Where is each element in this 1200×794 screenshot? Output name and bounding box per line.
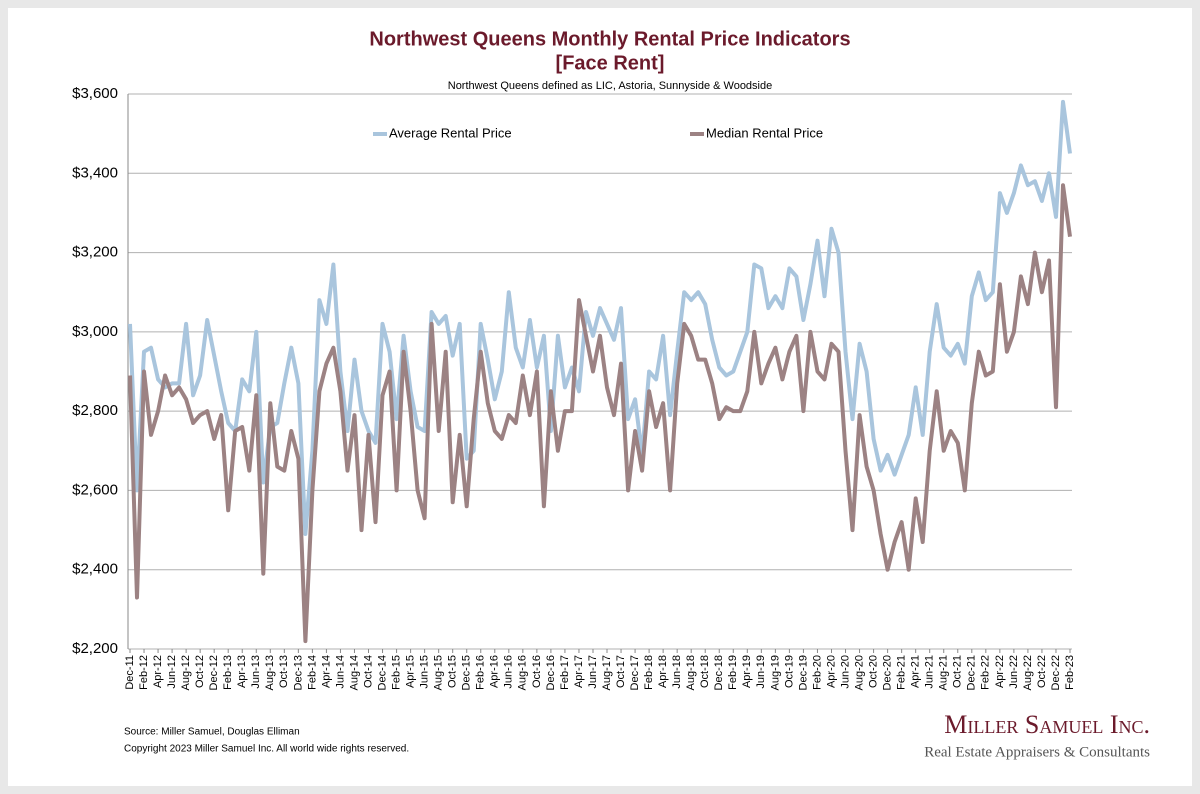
x-tick-label: Aug-16	[517, 655, 529, 690]
y-tick-label: $2,400	[72, 561, 118, 578]
x-tick-label: Jun-18	[671, 655, 683, 689]
x-tick-label: Apr-22	[994, 655, 1006, 688]
x-tick-label: Apr-21	[910, 655, 922, 688]
x-tick-label: Jun-14	[334, 655, 346, 689]
x-tick-label: Oct-21	[952, 655, 964, 688]
series-line	[128, 99, 1072, 536]
x-tick-label: Oct-19	[783, 655, 795, 688]
x-tick-label: Oct-16	[531, 655, 543, 688]
x-tick-label: Aug-20	[853, 655, 865, 690]
x-tick-label: Dec-19	[797, 655, 809, 690]
x-tick-label: Aug-12	[180, 655, 192, 690]
x-tick-label: Apr-13	[236, 655, 248, 688]
x-tick-label: Aug-14	[348, 655, 360, 690]
x-tick-label: Oct-22	[1036, 655, 1048, 688]
x-tick-label: Jun-16	[503, 655, 515, 689]
y-tick-label: $3,400	[72, 164, 118, 181]
x-tick-label: Aug-13	[264, 655, 276, 690]
x-tick-label: Dec-21	[966, 655, 978, 690]
x-tick-label: Aug-22	[1022, 655, 1034, 690]
x-tick-label: Dec-14	[376, 655, 388, 690]
x-tick-label: Dec-22	[1050, 655, 1062, 690]
x-tick-label: Feb-18	[643, 655, 655, 690]
x-tick-label: Feb-17	[559, 655, 571, 690]
x-tick-label: Oct-17	[615, 655, 627, 688]
x-tick-label: Aug-18	[685, 655, 697, 690]
x-tick-label: Apr-18	[657, 655, 669, 688]
x-tick-label: Jun-21	[924, 655, 936, 689]
x-tick-label: Oct-14	[362, 655, 374, 688]
x-tick-label: Dec-17	[629, 655, 641, 690]
x-tick-label: Dec-11	[124, 655, 136, 690]
x-tick-label: Aug-21	[938, 655, 950, 690]
chart-title: Northwest Queens Monthly Rental Price In…	[369, 28, 850, 50]
x-tick-label: Oct-15	[447, 655, 459, 688]
x-tick-label: Dec-20	[882, 655, 894, 690]
x-tick-label: Oct-12	[194, 655, 206, 688]
y-tick-label: $3,200	[72, 244, 118, 261]
legend-label: Median Rental Price	[706, 125, 823, 140]
x-tick-label: Dec-16	[545, 655, 557, 690]
x-tick-label: Feb-15	[390, 655, 402, 690]
x-tick-label: Feb-13	[222, 655, 234, 690]
y-tick-label: $3,000	[72, 323, 118, 340]
logo: Miller Samuel Inc.	[944, 710, 1150, 739]
x-tick-label: Feb-14	[306, 655, 318, 690]
x-tick-label: Apr-12	[152, 655, 164, 688]
chart-subtitle: Northwest Queens defined as LIC, Astoria…	[448, 80, 772, 92]
copyright: Copyright 2023 Miller Samuel Inc. All wo…	[124, 744, 409, 755]
x-tick-label: Feb-20	[811, 655, 823, 690]
y-tick-label: $2,600	[72, 481, 118, 498]
chart-title-line2: [Face Rent]	[556, 52, 665, 74]
x-tick-label: Jun-22	[1008, 655, 1020, 689]
series-line	[128, 183, 1072, 644]
x-tick-label: Jun-12	[166, 655, 178, 689]
x-tick-label: Apr-15	[405, 655, 417, 688]
x-tick-label: Feb-21	[896, 655, 908, 690]
legend-label: Average Rental Price	[389, 125, 512, 140]
x-tick-label: Feb-23	[1064, 655, 1076, 690]
y-tick-label: $2,800	[72, 402, 118, 419]
x-tick-label: Oct-13	[278, 655, 290, 688]
x-tick-label: Jun-20	[839, 655, 851, 689]
x-tick-label: Oct-18	[699, 655, 711, 688]
x-tick-label: Feb-16	[475, 655, 487, 690]
x-tick-label: Jun-13	[250, 655, 262, 689]
x-tick-label: Aug-19	[769, 655, 781, 690]
x-tick-label: Dec-15	[461, 655, 473, 690]
x-tick-label: Feb-19	[727, 655, 739, 690]
y-tick-label: $3,600	[72, 85, 118, 102]
x-tick-label: Apr-16	[489, 655, 501, 688]
x-tick-label: Jun-17	[587, 655, 599, 689]
x-tick-label: Oct-20	[867, 655, 879, 688]
x-tick-label: Dec-12	[208, 655, 220, 690]
x-tick-label: Aug-17	[601, 655, 613, 690]
x-tick-label: Dec-13	[292, 655, 304, 690]
x-tick-label: Apr-19	[741, 655, 753, 688]
source: Source: Miller Samuel, Douglas Elliman	[124, 727, 300, 738]
x-tick-label: Feb-12	[138, 655, 150, 690]
x-tick-label: Dec-18	[713, 655, 725, 690]
x-tick-label: Apr-17	[573, 655, 585, 688]
x-tick-label: Jun-19	[755, 655, 767, 689]
x-tick-label: Apr-14	[320, 655, 332, 688]
card	[8, 8, 1192, 786]
x-tick-label: Feb-22	[980, 655, 992, 690]
logo-tagline: Real Estate Appraisers & Consultants	[924, 744, 1150, 760]
x-tick-label: Aug-15	[433, 655, 445, 690]
y-tick-label: $2,200	[72, 640, 118, 657]
x-tick-label: Apr-20	[825, 655, 837, 688]
x-tick-label: Jun-15	[419, 655, 431, 689]
